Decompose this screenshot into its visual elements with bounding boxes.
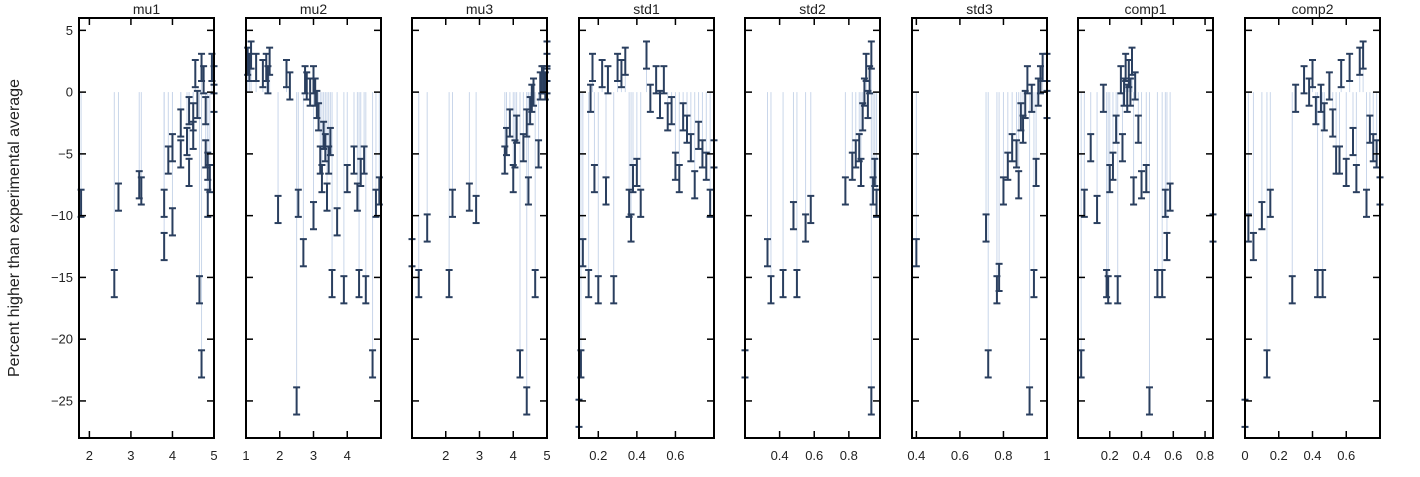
panel-frame [78, 17, 215, 439]
x-tick-label: 0.8 [1196, 448, 1214, 463]
y-tick-label: −25 [51, 393, 73, 408]
y-tick-label: 0 [66, 85, 73, 100]
x-tick-label: 0.6 [951, 448, 969, 463]
x-tick-label: 2 [442, 448, 449, 463]
x-tick-label: 0.2 [589, 448, 607, 463]
panel-frame [1077, 17, 1214, 439]
panel-title: comp1 [1124, 1, 1166, 17]
x-tick-label: 0.6 [666, 448, 684, 463]
x-tick-label: 4 [344, 448, 351, 463]
panel-title: std1 [633, 1, 660, 17]
x-tick-label: 3 [476, 448, 483, 463]
x-tick-label: 4 [169, 448, 176, 463]
panel-title: mu1 [133, 1, 160, 17]
panel-frame [911, 17, 1048, 439]
x-tick-label: 2 [276, 448, 283, 463]
panel-title: std3 [966, 1, 993, 17]
x-tick-label: 3 [127, 448, 134, 463]
panel-frame [744, 17, 881, 439]
panel-title: mu3 [466, 1, 493, 17]
x-tick-label: 0.6 [805, 448, 823, 463]
x-tick-label: 0.2 [1270, 448, 1288, 463]
panel-title: mu2 [300, 1, 327, 17]
x-tick-label: 5 [210, 448, 217, 463]
panel-title: comp2 [1291, 1, 1333, 17]
y-tick-label: −15 [51, 270, 73, 285]
x-tick-label: 0.4 [628, 448, 646, 463]
panel-frame [578, 17, 715, 439]
y-tick-label: −20 [51, 332, 73, 347]
y-axis-label: Percent higher than experimental average [6, 79, 23, 377]
x-tick-label: 0.4 [1132, 448, 1150, 463]
x-tick-label: 1 [1043, 448, 1050, 463]
x-tick-label: 0.8 [840, 448, 858, 463]
x-tick-label: 0.6 [1337, 448, 1355, 463]
x-tick-label: 0.2 [1101, 448, 1119, 463]
x-tick-label: 3 [310, 448, 317, 463]
y-tick-label: 5 [66, 23, 73, 38]
x-tick-label: 0.4 [771, 448, 789, 463]
x-tick-label: 2 [86, 448, 93, 463]
x-tick-label: 4 [510, 448, 517, 463]
x-tick-label: 0.4 [907, 448, 925, 463]
x-tick-label: 5 [543, 448, 550, 463]
x-tick-label: 0.4 [1303, 448, 1321, 463]
x-tick-label: 0.6 [1164, 448, 1182, 463]
x-tick-label: 0 [1241, 448, 1248, 463]
x-tick-label: 1 [242, 448, 249, 463]
panel-title: std2 [799, 1, 826, 17]
x-tick-label: 0.8 [994, 448, 1012, 463]
y-tick-label: −10 [51, 208, 73, 223]
y-tick-label: −5 [58, 146, 73, 161]
